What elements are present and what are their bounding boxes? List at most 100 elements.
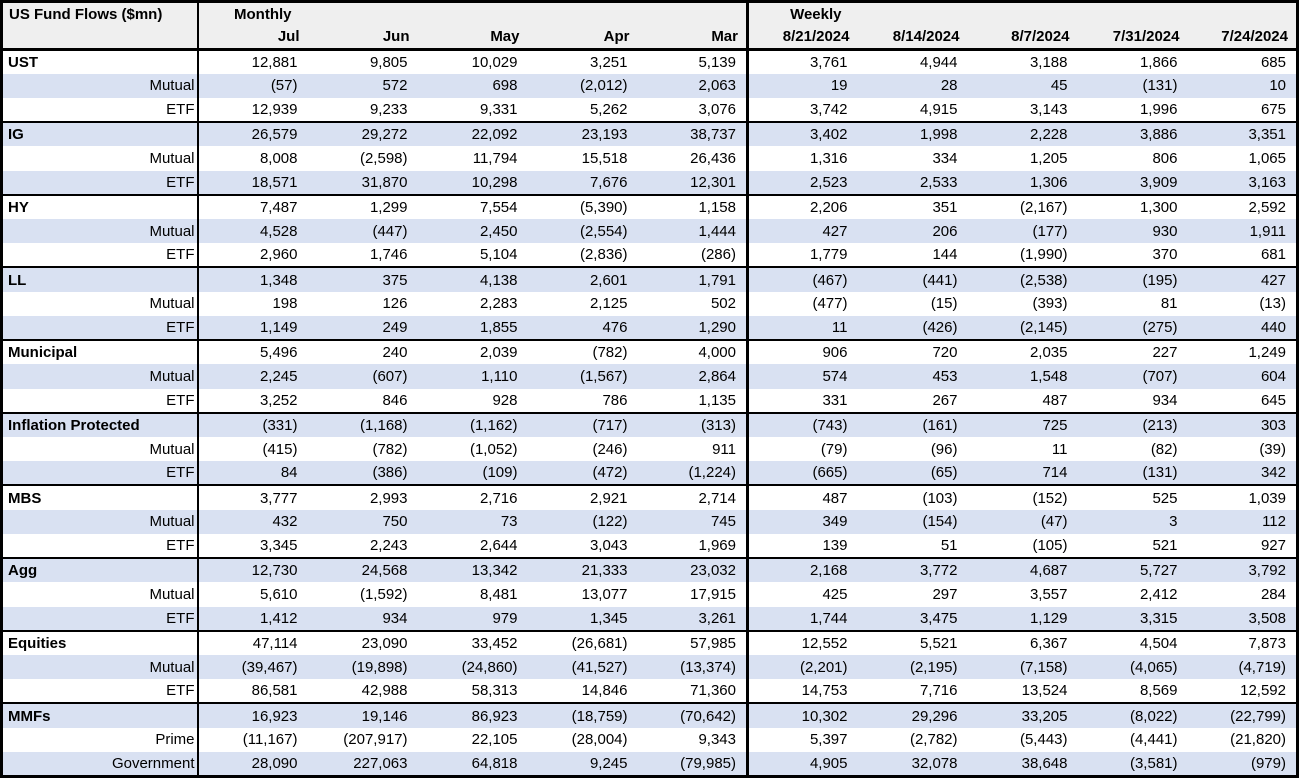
cell: 5,139 <box>698 53 736 71</box>
cell: 572 <box>382 77 408 95</box>
cell: (4,719) <box>1238 658 1286 676</box>
cell: 10,302 <box>746 703 858 728</box>
cell: (477) <box>746 291 858 316</box>
column-header-week: 8/14/2024 <box>857 25 968 51</box>
cell: 1,996 <box>1077 97 1188 124</box>
row-label: Mutual <box>1 654 199 680</box>
cell: 1,129 <box>967 606 1078 632</box>
cell: 5,521 <box>919 634 958 652</box>
table-body: UST 12,881 9,805 10,029 3,251 5,139 3,761 4,944… <box>1 49 1298 778</box>
group-row-ig: IG 26,579 29,272 22,092 23,193 38,737 3,402 1,9… <box>1 122 1298 147</box>
group-label: IG <box>1 122 199 147</box>
cell: (467) <box>746 267 858 292</box>
table-title: US Fund Flows ($mn) <box>1 1 199 51</box>
column-header-month: Jun <box>307 25 418 51</box>
cell: 9,233 <box>307 97 418 124</box>
cell: (57) <box>270 77 298 95</box>
cell: 139 <box>746 533 858 560</box>
cell: 525 <box>1152 489 1178 507</box>
cell: (1,162) <box>469 416 518 434</box>
cell: 2,039 <box>479 344 518 362</box>
cell: 8,481 <box>479 585 518 603</box>
cell: (161) <box>922 416 958 434</box>
cell: 10,298 <box>417 170 528 196</box>
header-spacer <box>527 1 638 26</box>
cell: (607) <box>372 367 408 385</box>
cell: (1,224) <box>637 461 748 487</box>
cell: 12,552 <box>746 630 858 655</box>
cell: 979 <box>417 606 528 632</box>
cell: 9,343 <box>698 731 736 749</box>
header-group-row: US Fund Flows ($mn) Monthly Weekly <box>1 1 1298 51</box>
column-header-month: Mar <box>637 25 748 51</box>
cell: (22,799) <box>1230 707 1286 725</box>
table-row: Mutual 5,610 (1,592) 8,481 13,077 17,915 425 29… <box>1 582 1298 607</box>
cell: (11,167) <box>242 731 298 749</box>
cell: (1,168) <box>359 416 408 434</box>
header-spacer <box>1077 1 1188 26</box>
cell: 2,592 <box>1248 198 1286 216</box>
cell: (1,567) <box>579 367 628 385</box>
cell: 29,272 <box>361 126 408 144</box>
cell: 427 <box>1260 271 1286 289</box>
row-label: Mutual <box>1 146 199 171</box>
table-row: ETF 86,581 42,988 58,313 14,846 71,360 14,753 7… <box>1 679 1298 705</box>
cell: 2,412 <box>1139 585 1178 603</box>
cell: (79) <box>746 437 858 462</box>
cell: 1,345 <box>527 606 638 632</box>
cell: 370 <box>1077 243 1188 269</box>
cell: (386) <box>307 461 418 487</box>
cell: 1,911 <box>1249 222 1286 240</box>
cell: 2,125 <box>589 295 628 313</box>
cell: 342 <box>1187 461 1298 487</box>
cell: (2,598) <box>359 149 408 167</box>
cell: (154) <box>922 513 958 531</box>
cell: 227 <box>1152 344 1178 362</box>
cell: 32,078 <box>857 751 968 778</box>
cell: 5,496 <box>259 344 298 362</box>
cell: 934 <box>307 606 418 632</box>
cell: 2,716 <box>479 489 518 507</box>
row-label: ETF <box>1 533 199 560</box>
cell: 22,105 <box>471 731 518 749</box>
cell: 2,523 <box>746 170 858 196</box>
cell: 1,779 <box>746 243 858 269</box>
cell: 19,146 <box>361 707 408 725</box>
cell: 9,331 <box>417 97 528 124</box>
cell: 2,993 <box>369 489 408 507</box>
cell: 720 <box>932 344 958 362</box>
cell: 714 <box>967 461 1078 487</box>
cell: 906 <box>746 340 858 365</box>
cell: 2,960 <box>197 243 308 269</box>
cell: (2,782) <box>909 731 958 749</box>
monthly-group-header: Monthly <box>197 1 308 26</box>
cell: 4,138 <box>479 271 518 289</box>
cell: 9,805 <box>369 53 408 71</box>
column-header-week: 8/7/2024 <box>967 25 1078 51</box>
cell: (7,158) <box>1019 658 1068 676</box>
cell: 81 <box>1160 295 1178 313</box>
cell: (1,990) <box>967 243 1078 269</box>
row-label: ETF <box>1 679 199 705</box>
cell: 2,063 <box>698 77 736 95</box>
cell: (21,820) <box>1230 731 1286 749</box>
cell: 18,571 <box>197 170 308 196</box>
cell: 928 <box>417 388 528 414</box>
cell: 11,794 <box>472 149 518 167</box>
cell: (24,860) <box>461 658 518 676</box>
row-label: ETF <box>1 606 199 632</box>
cell: 17,915 <box>690 585 736 603</box>
cell: 4,504 <box>1139 634 1178 652</box>
cell: 284 <box>1260 585 1286 603</box>
cell: 4,000 <box>698 344 736 362</box>
cell: 1,866 <box>1139 53 1178 71</box>
cell: 206 <box>932 222 958 240</box>
cell: (2,554) <box>579 222 628 240</box>
cell: 4,905 <box>746 751 858 778</box>
cell: 934 <box>1077 388 1188 414</box>
cell: 57,985 <box>690 634 736 652</box>
cell: 28,090 <box>197 751 308 778</box>
cell: 7,716 <box>857 679 968 705</box>
cell: (122) <box>592 513 628 531</box>
group-label: Municipal <box>1 340 199 365</box>
